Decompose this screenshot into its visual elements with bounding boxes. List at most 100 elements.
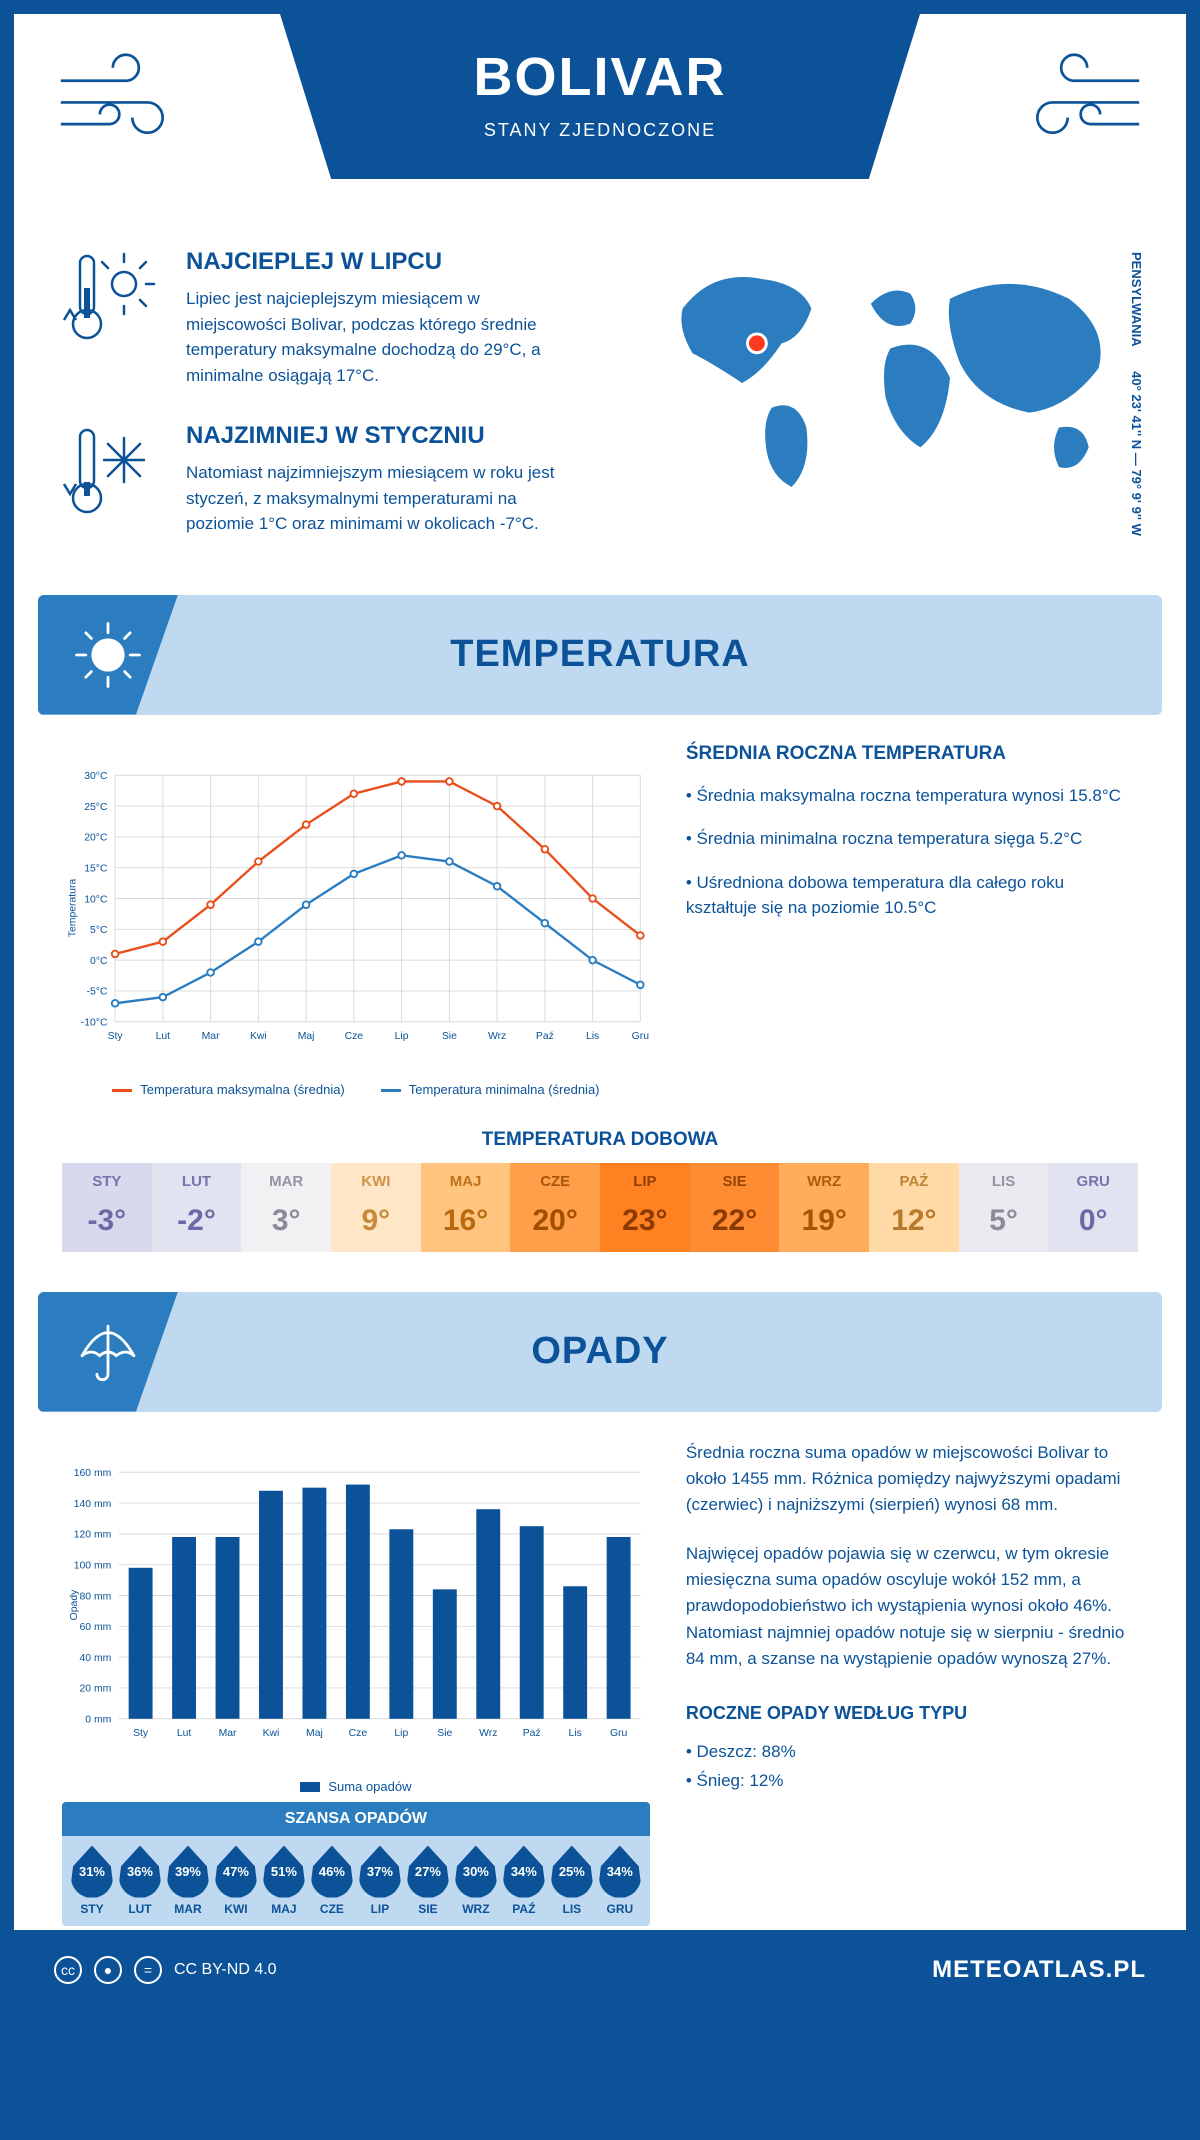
drop-icon: 31% <box>71 1846 113 1898</box>
svg-text:Paź: Paź <box>536 1030 554 1041</box>
daily-cell: LIS5° <box>959 1163 1049 1252</box>
temperature-body: -10°C-5°C0°C5°C10°C15°C20°C25°C30°CStyLu… <box>14 715 1186 1109</box>
chance-cell: 25%LIS <box>548 1846 596 1916</box>
daily-value: -2° <box>152 1204 242 1238</box>
precip-right: Średnia roczna suma opadów w miejscowośc… <box>686 1440 1138 1926</box>
average-bullet: • Średnia maksymalna roczna temperatura … <box>686 783 1138 809</box>
svg-text:Lut: Lut <box>156 1030 171 1041</box>
sun-corner-icon <box>38 595 178 715</box>
svg-text:Temperatura: Temperatura <box>67 878 78 937</box>
umbrella-corner-icon <box>38 1292 178 1412</box>
chance-month: MAJ <box>260 1902 308 1916</box>
nd-icon: = <box>134 1956 162 1984</box>
svg-text:Lut: Lut <box>177 1727 192 1738</box>
daily-temp-title: TEMPERATURA DOBOWA <box>14 1129 1186 1151</box>
header: BOLIVAR STANY ZJEDNOCZONE <box>14 14 1186 224</box>
svg-text:-5°C: -5°C <box>87 986 108 997</box>
daily-value: 3° <box>241 1204 331 1238</box>
svg-text:15°C: 15°C <box>84 863 108 874</box>
daily-value: 20° <box>510 1204 600 1238</box>
temperature-line-chart: -10°C-5°C0°C5°C10°C15°C20°C25°C30°CStyLu… <box>62 743 650 1073</box>
daily-value: 5° <box>959 1204 1049 1238</box>
svg-text:80 mm: 80 mm <box>79 1591 111 1602</box>
daily-month: SIE <box>690 1173 780 1190</box>
svg-text:0°C: 0°C <box>90 955 108 966</box>
svg-text:Opady: Opady <box>69 1588 80 1619</box>
intro-right: PENSYLWANIA 40° 23' 41'' N — 79° 9' 9'' … <box>643 248 1138 571</box>
coldest-body: Natomiast najzimniejszym miesiącem w rok… <box>186 460 566 537</box>
drop-icon: 27% <box>407 1846 449 1898</box>
daily-month: LIP <box>600 1173 690 1190</box>
daily-value: -3° <box>62 1204 152 1238</box>
averages-heading: ŚREDNIA ROCZNA TEMPERATURA <box>686 743 1138 765</box>
daily-month: MAR <box>241 1173 331 1190</box>
license-block: cc ● = CC BY-ND 4.0 <box>54 1956 277 1984</box>
chance-month: LUT <box>116 1902 164 1916</box>
daily-cell: STY -3° <box>62 1163 152 1252</box>
drop-icon: 39% <box>167 1846 209 1898</box>
chance-month: KWI <box>212 1902 260 1916</box>
drop-icon: 37% <box>359 1846 401 1898</box>
svg-text:Paź: Paź <box>523 1727 541 1738</box>
svg-text:10°C: 10°C <box>84 894 108 905</box>
svg-text:160 mm: 160 mm <box>74 1468 112 1479</box>
world-map <box>643 248 1138 508</box>
chance-month: SIE <box>404 1902 452 1916</box>
coords-text: 40° 23' 41'' N — 79° 9' 9'' W <box>1129 371 1144 536</box>
by-icon: ● <box>94 1956 122 1984</box>
svg-text:Cze: Cze <box>349 1727 368 1738</box>
drop-icon: 47% <box>215 1846 257 1898</box>
svg-text:Lis: Lis <box>569 1727 582 1738</box>
temperature-legend: Temperatura maksymalna (średnia) Tempera… <box>62 1082 650 1097</box>
svg-text:Mar: Mar <box>219 1727 237 1738</box>
average-bullet: • Średnia minimalna roczna temperatura s… <box>686 826 1138 852</box>
drop-icon: 36% <box>119 1846 161 1898</box>
chance-month: GRU <box>596 1902 644 1916</box>
svg-text:Kwi: Kwi <box>263 1727 280 1738</box>
svg-text:5°C: 5°C <box>90 925 108 936</box>
drop-icon: 34% <box>503 1846 545 1898</box>
chance-cell: 34% PAŹ <box>500 1846 548 1916</box>
warmest-block: NAJCIEPLEJ W LIPCU Lipiec jest najcieple… <box>62 248 607 388</box>
precip-legend: Suma opadów <box>62 1779 650 1794</box>
chance-cell: 39% MAR <box>164 1846 212 1916</box>
chance-month: PAŹ <box>500 1902 548 1916</box>
chance-cell: 37% LIP <box>356 1846 404 1916</box>
daily-value: 12° <box>869 1204 959 1238</box>
daily-cell: MAR 3° <box>241 1163 331 1252</box>
chance-cell: 46%CZE <box>308 1846 356 1916</box>
chance-month: MAR <box>164 1902 212 1916</box>
legend-max: Temperatura maksymalna (średnia) <box>140 1082 344 1097</box>
daily-cell: SIE 22° <box>690 1163 780 1252</box>
precip-para-1: Średnia roczna suma opadów w miejscowośc… <box>686 1440 1138 1519</box>
svg-text:60 mm: 60 mm <box>79 1622 111 1633</box>
daily-cell: PAŹ12° <box>869 1163 959 1252</box>
daily-value: 22° <box>690 1204 780 1238</box>
chance-cell: 36% LUT <box>116 1846 164 1916</box>
svg-text:20 mm: 20 mm <box>79 1683 111 1694</box>
daily-cell: LIP 23° <box>600 1163 690 1252</box>
svg-text:120 mm: 120 mm <box>74 1529 112 1540</box>
precip-type-title: ROCZNE OPADY WEDŁUG TYPU <box>686 1700 1138 1728</box>
svg-text:30°C: 30°C <box>84 771 108 782</box>
chance-month: LIP <box>356 1902 404 1916</box>
chance-month: LIS <box>548 1902 596 1916</box>
precip-title: OPADY <box>531 1330 668 1373</box>
chance-cell: 51%MAJ <box>260 1846 308 1916</box>
daily-value: 23° <box>600 1204 690 1238</box>
svg-text:Gru: Gru <box>610 1727 628 1738</box>
precip-para-2: Najwięcej opadów pojawia się w czerwcu, … <box>686 1541 1138 1673</box>
daily-cell: GRU0° <box>1048 1163 1138 1252</box>
coords-sidebar: PENSYLWANIA 40° 23' 41'' N — 79° 9' 9'' … <box>1129 252 1144 536</box>
chance-title: SZANSA OPADÓW <box>62 1802 650 1836</box>
wind-decoration-right <box>1020 42 1150 167</box>
chance-row: 31%STY36%LUT39%MAR47%KWI51%MAJ46%CZE37%L… <box>62 1836 650 1916</box>
precip-body: 0 mm20 mm40 mm60 mm80 mm100 mm120 mm140 … <box>14 1412 1186 1930</box>
chance-month: WRZ <box>452 1902 500 1916</box>
svg-text:25°C: 25°C <box>84 801 108 812</box>
svg-text:140 mm: 140 mm <box>74 1498 112 1509</box>
precip-legend-label: Suma opadów <box>328 1779 411 1794</box>
daily-value: 0° <box>1048 1204 1138 1238</box>
daily-month: STY <box>62 1173 152 1190</box>
wind-decoration-left <box>50 42 180 167</box>
